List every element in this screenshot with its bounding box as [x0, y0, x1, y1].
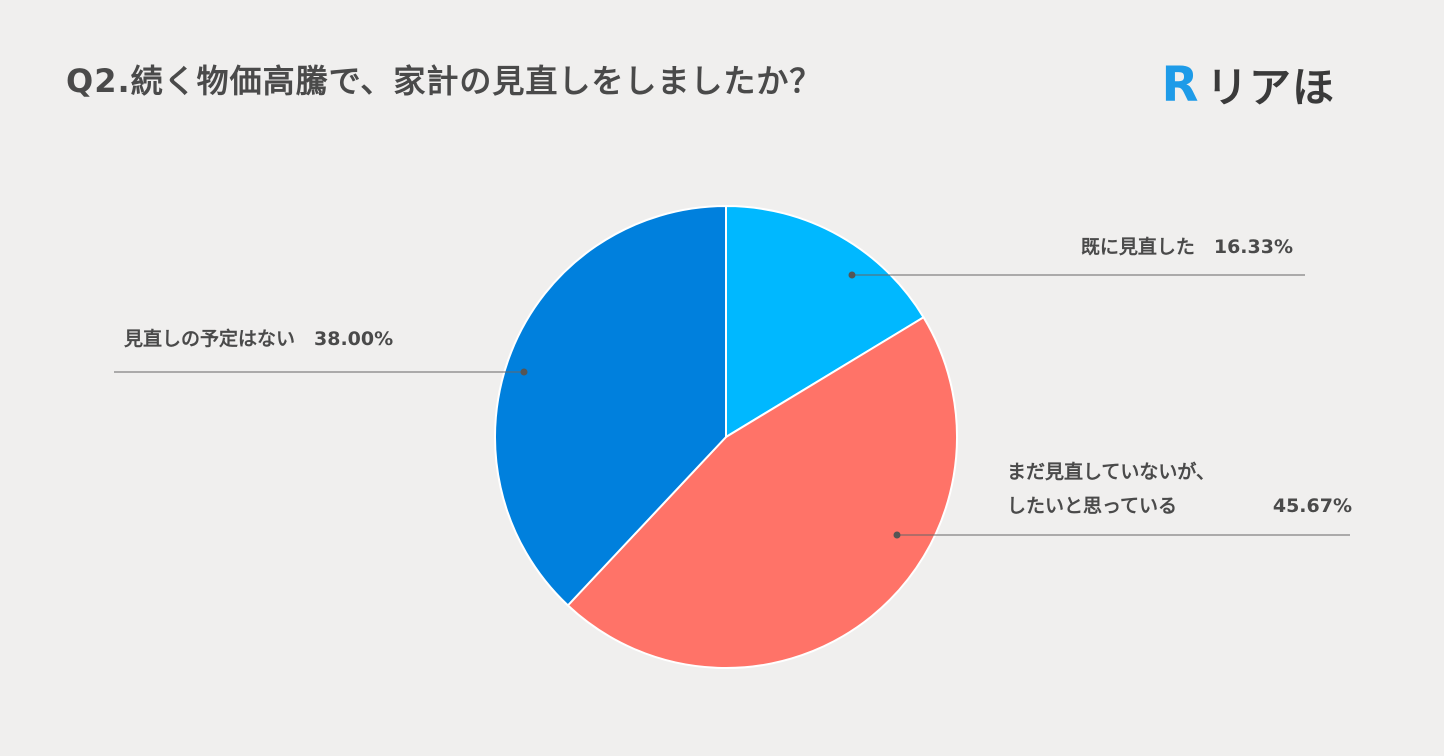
brand-logo: R リアほ: [1158, 56, 1335, 112]
slice-label-line: したいと思っている: [1007, 495, 1177, 517]
pie-slice-3: [494, 204, 727, 607]
brand-logo-mark-icon: R: [1162, 59, 1199, 109]
pie-slice-2: [566, 315, 958, 669]
callout-dot: [848, 271, 856, 279]
slice-label-line: まだ見直していないが、: [1007, 460, 1215, 483]
slice-callout-2: まだ見直していないが、したいと思っている 45.67%: [893, 460, 1352, 539]
slice-value-label: 45.67%: [1273, 495, 1352, 517]
slice-label-line: 既に見直した 16.33%: [1081, 235, 1293, 258]
pie-callouts: 既に見直した 16.33% まだ見直していないが、したいと思っている 45.67% 見…: [114, 235, 1352, 539]
slice-label-line: 見直しの予定はない 38.00%: [124, 327, 393, 350]
brand-logo-letter: R: [1162, 59, 1199, 109]
slice-callout-3: 見直しの予定はない 38.00%: [114, 327, 528, 376]
slice-callout-1: 既に見直した 16.33%: [848, 235, 1305, 279]
chart-title: Q2.続く物価高騰で、家計の見直しをしましたか？: [66, 62, 823, 100]
pie-slice-1: [725, 204, 925, 439]
pie-slices: [494, 204, 958, 669]
callout-dot: [893, 531, 901, 539]
brand-logo-text: リアほ: [1206, 62, 1336, 112]
callout-dot: [520, 368, 528, 376]
